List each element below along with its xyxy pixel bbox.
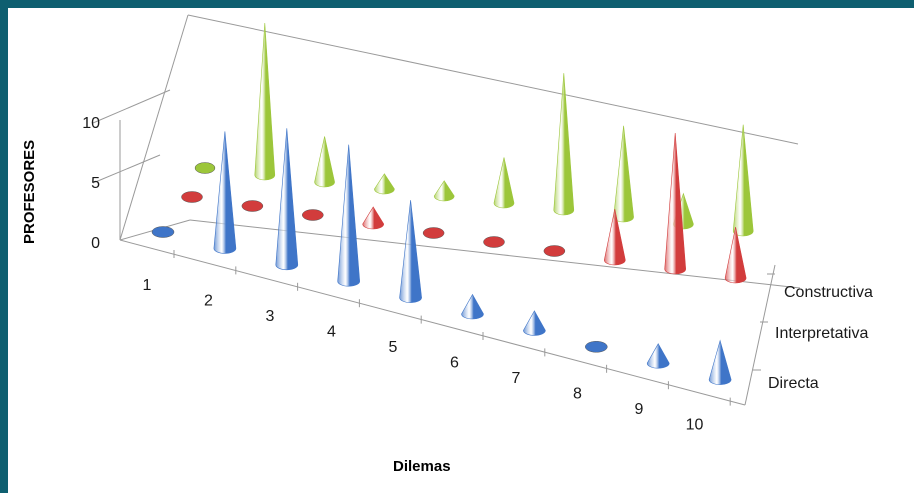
cone-body	[732, 124, 754, 237]
cone-interpretativa-5	[422, 227, 445, 239]
cone-body	[664, 132, 687, 275]
x-tick-label: 9	[635, 401, 644, 418]
x-ticks: 1 2 3 4 5 6 7 8 9 10	[143, 250, 731, 434]
cone-directa-6	[461, 293, 484, 320]
cone-directa-7	[523, 310, 546, 336]
cone-body	[646, 343, 670, 369]
y-tick-label: 10	[82, 115, 100, 132]
cone-base	[181, 191, 203, 203]
cone-interpretativa-6	[483, 236, 505, 248]
y-axis-title: PROFESORES	[21, 140, 38, 244]
left-wall-tick-5	[92, 154, 161, 184]
cone-base	[422, 227, 445, 239]
cone-body	[461, 293, 484, 320]
cone-interpretativa-1	[181, 191, 203, 203]
cone-interpretativa-2	[241, 200, 264, 212]
cone-constructiva-4	[374, 173, 395, 195]
cone-directa-9	[646, 343, 670, 369]
left-wall-edge	[119, 14, 189, 241]
cone-constructiva-6	[493, 157, 515, 209]
chart-walls	[92, 14, 801, 406]
cone-body	[374, 173, 395, 195]
cone-constructiva-10	[732, 124, 754, 237]
cone-chart: 0 5 10 1 2 3 4 5 6 7 8 9 10 Directa Interpretativa Co…	[21, 14, 873, 475]
cone-constructiva-2	[254, 22, 276, 181]
cone-body	[724, 226, 747, 284]
cone-directa-1	[151, 226, 175, 238]
back-wall-top	[187, 14, 799, 145]
cone-constructiva-1	[194, 162, 216, 174]
cone-directa-2	[213, 131, 237, 254]
cone-body	[254, 22, 276, 181]
cone-constructiva-8	[613, 125, 634, 223]
x-tick-label: 6	[450, 355, 459, 372]
series-axis: Directa Interpretativa Constructiva	[753, 273, 873, 392]
cone-body	[362, 206, 385, 230]
cone-body	[493, 157, 515, 209]
cone-body	[613, 125, 634, 223]
cone-directa-5	[399, 200, 422, 303]
cone-base	[241, 200, 264, 212]
cone-interpretativa-9	[664, 132, 687, 275]
series-label-interpretativa: Interpretativa	[775, 325, 868, 342]
chart-frame: 0 5 10 1 2 3 4 5 6 7 8 9 10 Directa Interpretativa Co…	[8, 8, 914, 493]
cone-base	[483, 236, 505, 248]
cone-body	[523, 310, 546, 336]
cone-body	[433, 180, 455, 202]
floor-front-edge	[119, 239, 746, 406]
x-tick-label: 7	[512, 370, 521, 387]
cone-interpretativa-4	[362, 206, 385, 230]
cone-directa-4	[337, 144, 361, 287]
series-label-constructiva: Constructiva	[784, 284, 873, 301]
cone-constructiva-3	[314, 136, 335, 188]
left-wall-tick-10	[92, 89, 171, 124]
x-tick-label: 10	[686, 417, 704, 434]
cone-body	[553, 73, 575, 216]
x-tick-label: 4	[327, 324, 336, 341]
cone-body	[399, 200, 422, 303]
cone-base	[194, 162, 216, 174]
cone-body	[314, 136, 335, 188]
cone-constructiva-7	[553, 73, 575, 216]
cone-body	[603, 208, 626, 266]
x-tick-label: 8	[573, 386, 582, 403]
cone-interpretativa-7	[543, 245, 566, 257]
x-tick-label: 2	[204, 293, 213, 310]
y-tick-label: 0	[91, 235, 100, 252]
cone-directa-8	[585, 341, 608, 353]
x-tick-label: 3	[266, 308, 275, 325]
floor-right-edge	[744, 264, 776, 406]
x-axis-title: Dilemas	[393, 458, 451, 475]
y-tick-label: 5	[91, 175, 100, 192]
series-label-directa: Directa	[768, 375, 819, 392]
cone-body	[213, 131, 237, 254]
cone-body	[708, 339, 732, 385]
x-tick-label: 1	[143, 277, 152, 294]
cone-body	[337, 144, 361, 287]
cone-base	[151, 226, 175, 238]
cone-interpretativa-8	[603, 208, 626, 266]
cone-directa-3	[275, 128, 299, 271]
cone-base	[543, 245, 566, 257]
cone-body	[275, 128, 299, 271]
cone-interpretativa-3	[302, 209, 324, 221]
cone-interpretativa-10	[724, 226, 747, 284]
cone-base	[585, 341, 608, 353]
cone-base	[302, 209, 324, 221]
cone-directa-10	[708, 339, 732, 385]
x-tick-label: 5	[389, 339, 398, 356]
cones	[151, 22, 754, 385]
cone-constructiva-5	[433, 180, 455, 202]
y-ticks: 0 5 10	[82, 115, 100, 252]
